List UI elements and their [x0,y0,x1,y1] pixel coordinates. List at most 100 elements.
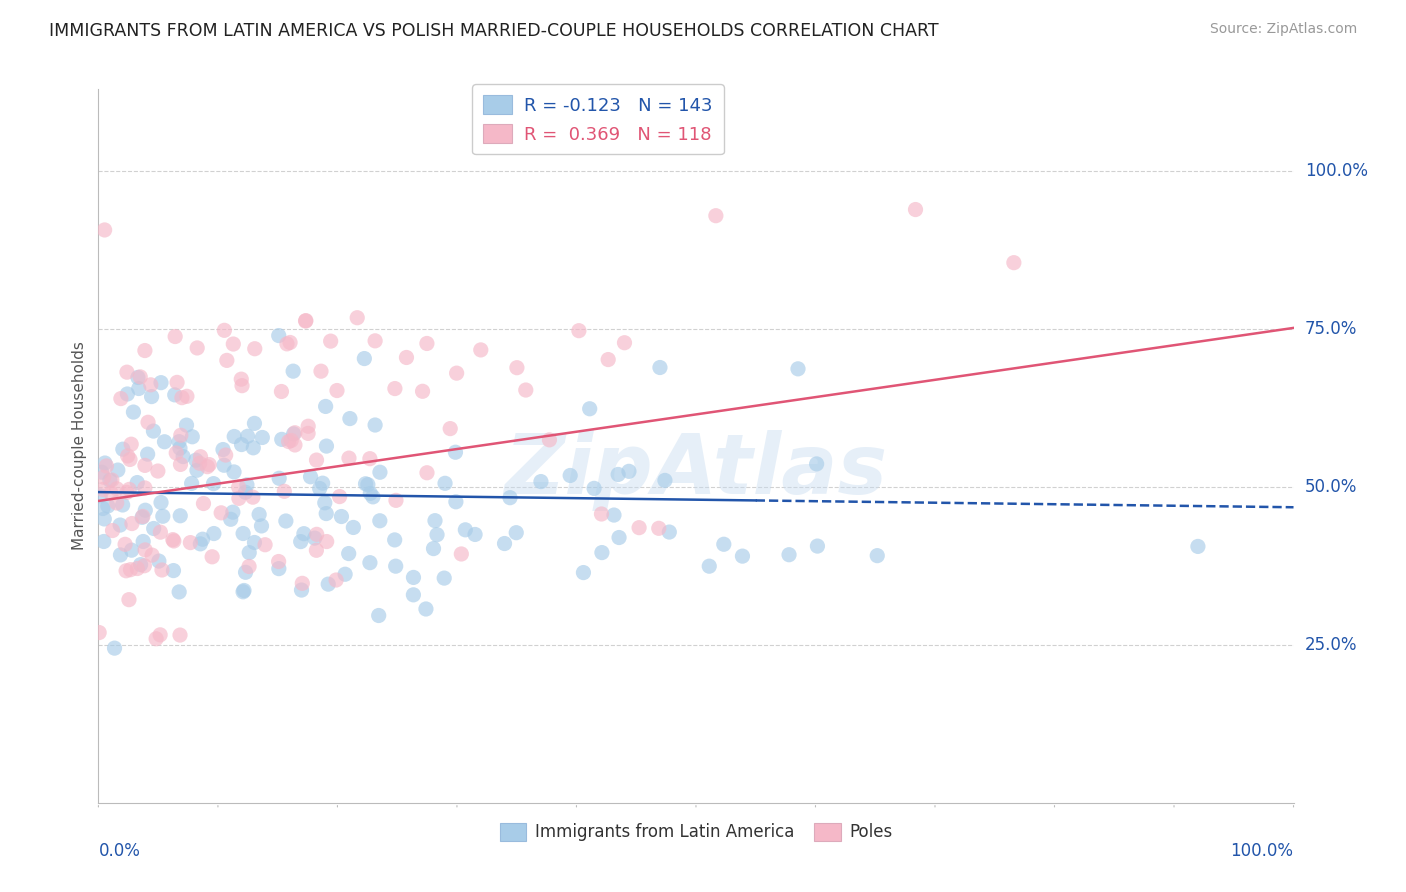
Point [202,526,225,541]
Point [131,510,153,524]
Point [169,458,191,472]
Point [538,433,561,447]
Point [232,526,254,541]
Point [202,476,225,491]
Point [333,567,356,582]
Point [337,547,360,561]
Point [103,641,125,656]
Point [325,573,347,587]
Text: 75.0%: 75.0% [1305,320,1357,338]
Point [267,561,290,575]
Point [195,459,218,474]
Point [98,473,121,487]
Point [292,526,315,541]
Point [132,534,155,549]
Point [353,351,375,366]
Point [395,351,418,365]
Point [384,559,406,574]
Point [107,463,129,477]
Point [166,376,188,390]
Legend: Immigrants from Latin America, Poles: Immigrants from Latin America, Poles [494,816,898,848]
Point [412,384,434,399]
Point [305,527,328,541]
Point [444,445,467,459]
Point [267,555,290,569]
Point [283,426,305,441]
Point [433,571,456,585]
Text: 50.0%: 50.0% [1305,478,1357,496]
Point [291,576,314,591]
Point [273,484,295,499]
Y-axis label: Married-couple Households: Married-couple Households [72,342,87,550]
Point [115,365,138,379]
Point [134,458,156,473]
Point [93,223,115,237]
Point [139,377,162,392]
Point [127,475,149,490]
Point [607,467,630,482]
Point [319,334,342,348]
Point [305,543,328,558]
Point [904,202,927,217]
Point [91,483,114,497]
Point [236,478,259,492]
Point [294,314,316,328]
Point [613,335,636,350]
Point [315,439,337,453]
Point [170,428,193,442]
Point [111,442,134,457]
Point [284,438,307,452]
Point [172,450,194,464]
Point [402,570,425,584]
Point [167,585,190,599]
Point [434,476,457,491]
Point [201,549,224,564]
Point [89,489,111,503]
Point [186,341,208,355]
Point [120,437,142,451]
Point [184,453,207,467]
Point [648,360,671,375]
Point [115,564,138,578]
Point [212,442,235,457]
Point [188,456,211,470]
Point [242,441,264,455]
Point [1002,255,1025,269]
Point [114,537,136,551]
Point [315,400,337,414]
Point [252,430,274,444]
Point [364,417,387,432]
Point [179,535,201,549]
Point [110,548,132,562]
Point [530,475,553,489]
Point [270,384,292,399]
Point [446,366,468,380]
Point [132,509,155,524]
Point [231,378,253,392]
Point [169,441,191,455]
Point [117,387,139,401]
Point [162,533,184,547]
Point [145,632,167,646]
Point [339,411,361,425]
Text: 100.0%: 100.0% [1230,842,1294,860]
Point [426,527,449,541]
Point [134,481,156,495]
Point [290,582,312,597]
Point [628,521,651,535]
Point [236,429,259,443]
Point [134,542,156,557]
Point [181,430,204,444]
Point [267,328,290,343]
Point [198,458,221,472]
Point [439,422,461,436]
Point [186,463,208,477]
Point [402,588,425,602]
Point [115,485,138,500]
Point [354,476,377,491]
Point [359,556,381,570]
Point [367,608,389,623]
Point [450,547,472,561]
Point [866,549,889,563]
Point [118,483,141,497]
